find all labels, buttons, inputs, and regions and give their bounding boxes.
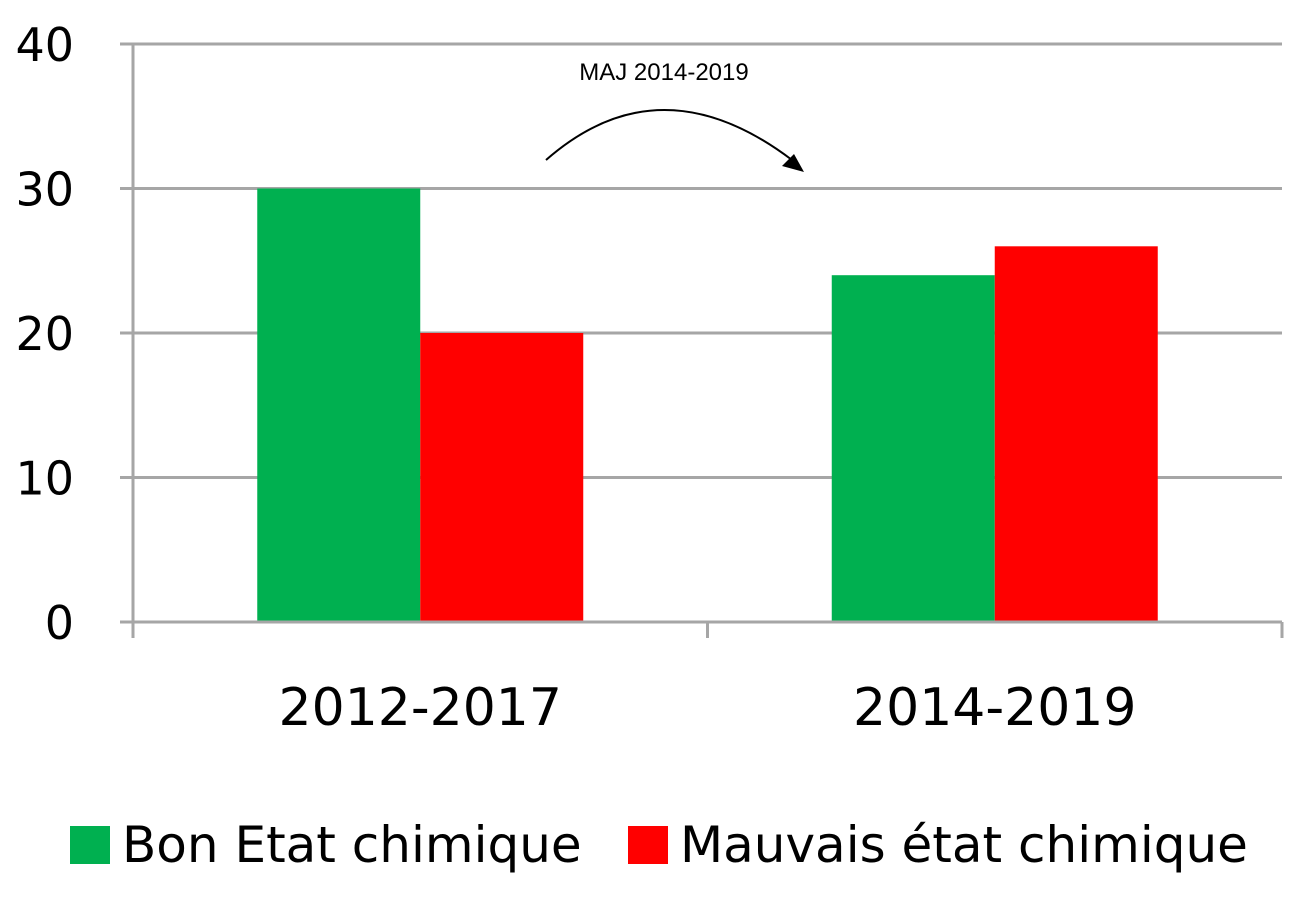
bar	[994, 246, 1158, 623]
legend: Bon Etat chimique Mauvais état chimique	[70, 816, 1248, 874]
y-tick-label: 40	[15, 18, 74, 72]
annotation-arrow-curve	[545, 109, 793, 161]
x-category-labels: 2012-2017 2014-2019	[279, 678, 1137, 738]
bars	[257, 188, 1158, 623]
annotation: MAJ 2014-2019	[545, 59, 804, 172]
axes	[120, 44, 1284, 638]
bar	[831, 275, 995, 622]
legend-swatch	[628, 826, 668, 864]
y-tick-labels: 0 10 20 30 40	[15, 18, 74, 650]
legend-label: Mauvais état chimique	[680, 816, 1248, 874]
bar	[257, 188, 421, 622]
annotation-label: MAJ 2014-2019	[579, 59, 748, 86]
annotation-arrowhead	[782, 154, 804, 172]
y-tick-label: 10	[15, 452, 74, 506]
bar	[420, 333, 584, 622]
x-category-label: 2014-2019	[853, 678, 1136, 738]
y-tick-label: 0	[45, 596, 74, 650]
x-category-label: 2012-2017	[279, 678, 562, 738]
y-tick-label: 20	[15, 307, 74, 361]
y-tick-label: 30	[15, 163, 74, 217]
legend-label: Bon Etat chimique	[122, 816, 582, 874]
legend-swatch	[70, 826, 110, 864]
